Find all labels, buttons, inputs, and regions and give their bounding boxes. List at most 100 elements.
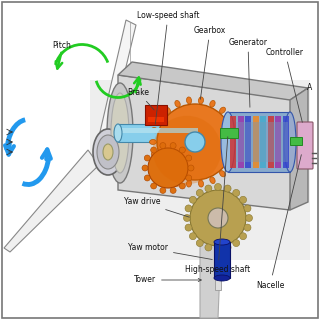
Text: Generator: Generator [228, 37, 268, 107]
Polygon shape [118, 75, 295, 210]
Bar [230, 116, 236, 168]
Ellipse shape [227, 162, 234, 168]
Circle shape [214, 245, 221, 252]
Text: Yaw drive: Yaw drive [124, 197, 189, 217]
Circle shape [240, 233, 247, 240]
Circle shape [151, 183, 157, 189]
Circle shape [160, 188, 166, 193]
Ellipse shape [97, 135, 119, 169]
Circle shape [245, 214, 252, 221]
Ellipse shape [232, 151, 239, 156]
Circle shape [185, 205, 192, 212]
Ellipse shape [111, 93, 129, 173]
Ellipse shape [164, 171, 171, 177]
Polygon shape [290, 88, 308, 210]
Bar [260, 116, 266, 168]
Circle shape [144, 175, 150, 181]
Ellipse shape [175, 100, 180, 107]
Text: A: A [308, 83, 313, 92]
Circle shape [196, 240, 203, 247]
Circle shape [170, 188, 176, 193]
Circle shape [186, 175, 192, 181]
Ellipse shape [220, 171, 226, 177]
Circle shape [233, 189, 240, 196]
Circle shape [144, 155, 150, 161]
Bar [290, 137, 302, 145]
Bar [283, 116, 289, 168]
Ellipse shape [114, 124, 122, 142]
Circle shape [185, 224, 192, 231]
Polygon shape [118, 62, 308, 100]
Circle shape [185, 132, 205, 152]
Polygon shape [100, 20, 136, 140]
Ellipse shape [103, 144, 113, 160]
Ellipse shape [149, 140, 156, 145]
Bar [252, 116, 259, 168]
Circle shape [188, 165, 194, 171]
Bar [145, 105, 167, 125]
Ellipse shape [187, 180, 192, 187]
Circle shape [142, 165, 148, 171]
Ellipse shape [221, 112, 235, 172]
Bar [245, 116, 251, 168]
Circle shape [157, 104, 233, 180]
Text: Yaw motor: Yaw motor [128, 244, 212, 260]
Circle shape [189, 196, 196, 203]
Ellipse shape [232, 128, 239, 133]
Text: High-speed shaft: High-speed shaft [185, 137, 251, 275]
Circle shape [183, 214, 190, 221]
Bar [228, 112, 290, 172]
Ellipse shape [156, 116, 163, 122]
Circle shape [244, 205, 251, 212]
Ellipse shape [151, 151, 158, 156]
Circle shape [224, 244, 231, 251]
Text: Gearbox: Gearbox [194, 26, 226, 99]
Ellipse shape [198, 180, 204, 187]
Bar [215, 220, 221, 290]
Ellipse shape [210, 177, 215, 184]
Bar [90, 80, 310, 260]
Circle shape [208, 208, 228, 228]
Polygon shape [118, 142, 138, 162]
Circle shape [153, 116, 221, 184]
Bar [236, 122, 288, 162]
Ellipse shape [210, 100, 215, 107]
Circle shape [190, 190, 246, 246]
Circle shape [205, 244, 212, 251]
Text: Low-speed shaft: Low-speed shaft [137, 11, 199, 124]
Circle shape [214, 183, 221, 190]
Bar [275, 116, 281, 168]
Bar [148, 117, 164, 122]
Bar [220, 128, 238, 138]
Ellipse shape [107, 83, 133, 183]
Text: Tower: Tower [134, 276, 201, 284]
Circle shape [189, 233, 196, 240]
Circle shape [186, 155, 192, 161]
Circle shape [148, 148, 188, 188]
Circle shape [179, 147, 185, 153]
Ellipse shape [284, 112, 296, 172]
Circle shape [233, 240, 240, 247]
Ellipse shape [93, 129, 123, 175]
Text: Controller: Controller [266, 47, 304, 122]
Ellipse shape [187, 97, 192, 104]
Circle shape [179, 183, 185, 189]
Circle shape [224, 185, 231, 192]
Bar [118, 124, 198, 142]
Text: Brake: Brake [127, 87, 154, 110]
Ellipse shape [164, 107, 171, 113]
Text: Pitch: Pitch [52, 41, 71, 50]
Ellipse shape [214, 275, 230, 281]
Circle shape [244, 224, 251, 231]
Circle shape [196, 189, 203, 196]
Bar [214, 242, 230, 278]
Bar [268, 116, 274, 168]
Bar [118, 128, 198, 133]
Ellipse shape [156, 162, 163, 168]
Polygon shape [200, 220, 222, 318]
Circle shape [170, 143, 176, 148]
Bar [237, 116, 244, 168]
Circle shape [160, 143, 166, 148]
Ellipse shape [175, 177, 180, 184]
Ellipse shape [198, 97, 204, 104]
